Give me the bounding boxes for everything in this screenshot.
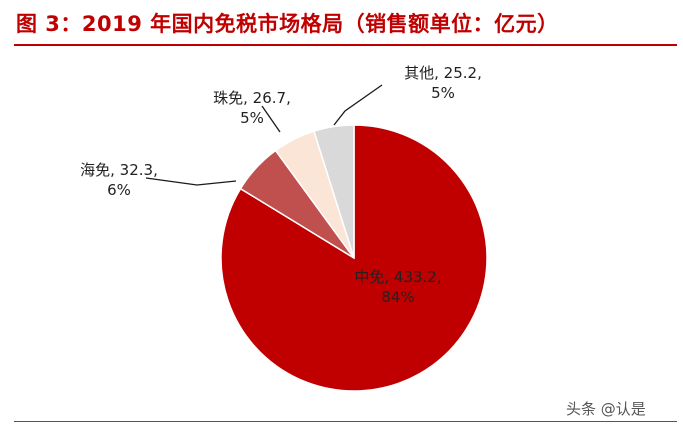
slice-label-2: 珠免, 26.7, 5% [213, 89, 291, 127]
slice-label-1: 海免, 32.3, 6% [80, 161, 158, 199]
leader-line-2 [261, 105, 281, 133]
slice-label-3: 其他, 25.2, 5% [404, 64, 482, 102]
watermark: 头条 @认是 [566, 400, 646, 418]
pie-slice-3 [312, 124, 355, 259]
slice-label-0: 中免, 433.2, 84% [354, 268, 441, 306]
figure-title: 图 3：2019 年国内免税市场格局（销售额单位：亿元） [16, 12, 559, 36]
bottom-rule [14, 421, 677, 422]
title-rule [14, 44, 677, 46]
leader-line-1 [145, 177, 237, 186]
leader-line-3 [333, 84, 383, 126]
